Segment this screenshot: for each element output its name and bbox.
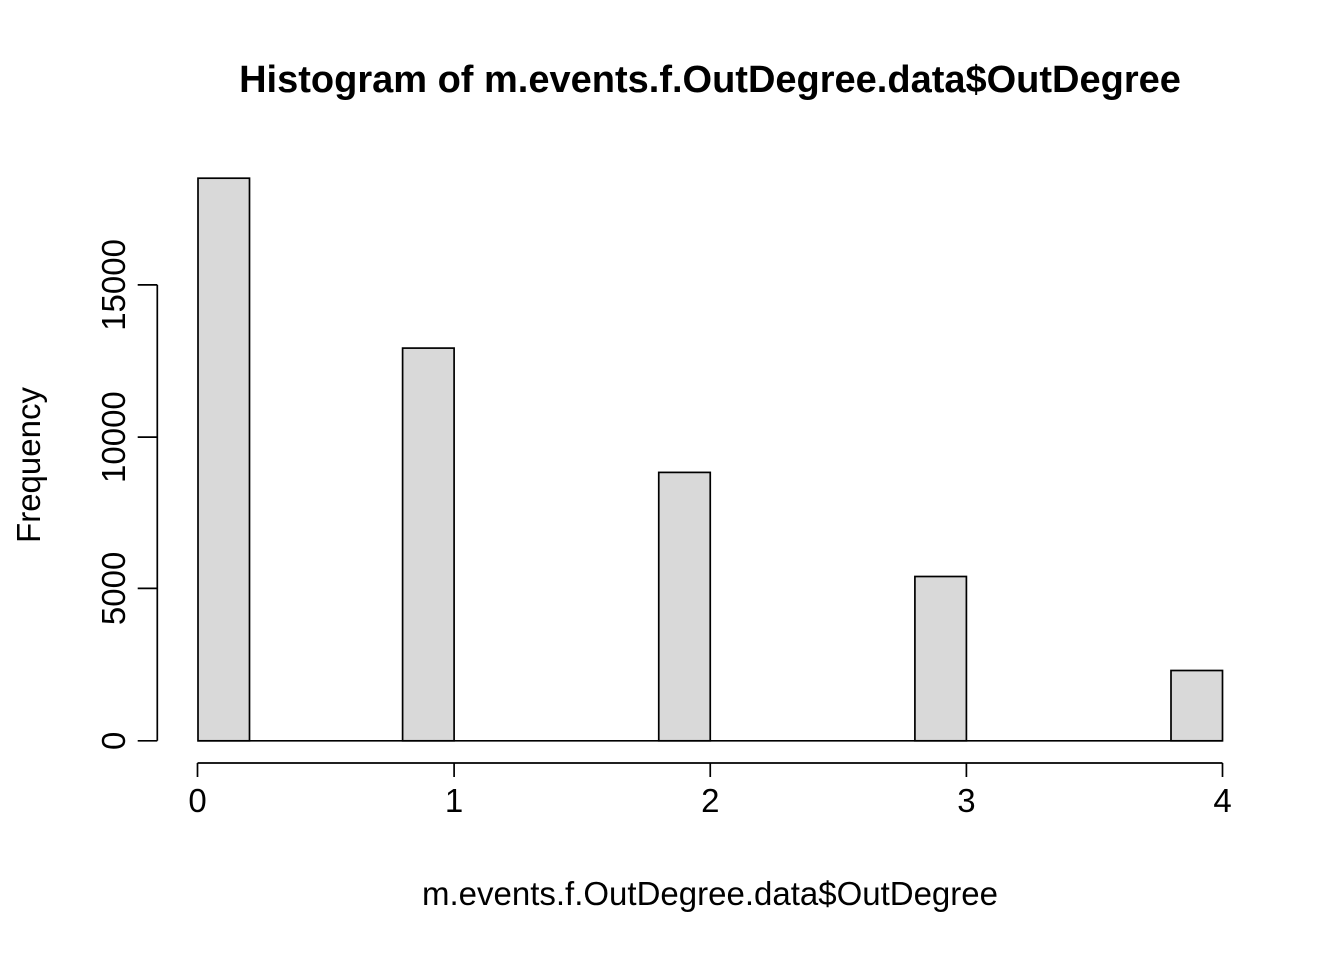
svg-text:5000: 5000 xyxy=(95,552,132,625)
svg-text:0: 0 xyxy=(188,782,206,819)
svg-text:Frequency: Frequency xyxy=(10,387,47,543)
svg-text:Histogram of m.events.f.OutDeg: Histogram of m.events.f.OutDegree.data$O… xyxy=(239,59,1181,101)
svg-text:4: 4 xyxy=(1213,782,1231,819)
svg-text:10000: 10000 xyxy=(95,391,132,483)
svg-text:1: 1 xyxy=(445,782,463,819)
svg-text:3: 3 xyxy=(957,782,975,819)
svg-text:2: 2 xyxy=(701,782,719,819)
svg-text:m.events.f.OutDegree.data$OutD: m.events.f.OutDegree.data$OutDegree xyxy=(422,875,998,912)
svg-text:0: 0 xyxy=(95,732,132,750)
svg-text:15000: 15000 xyxy=(95,239,132,331)
